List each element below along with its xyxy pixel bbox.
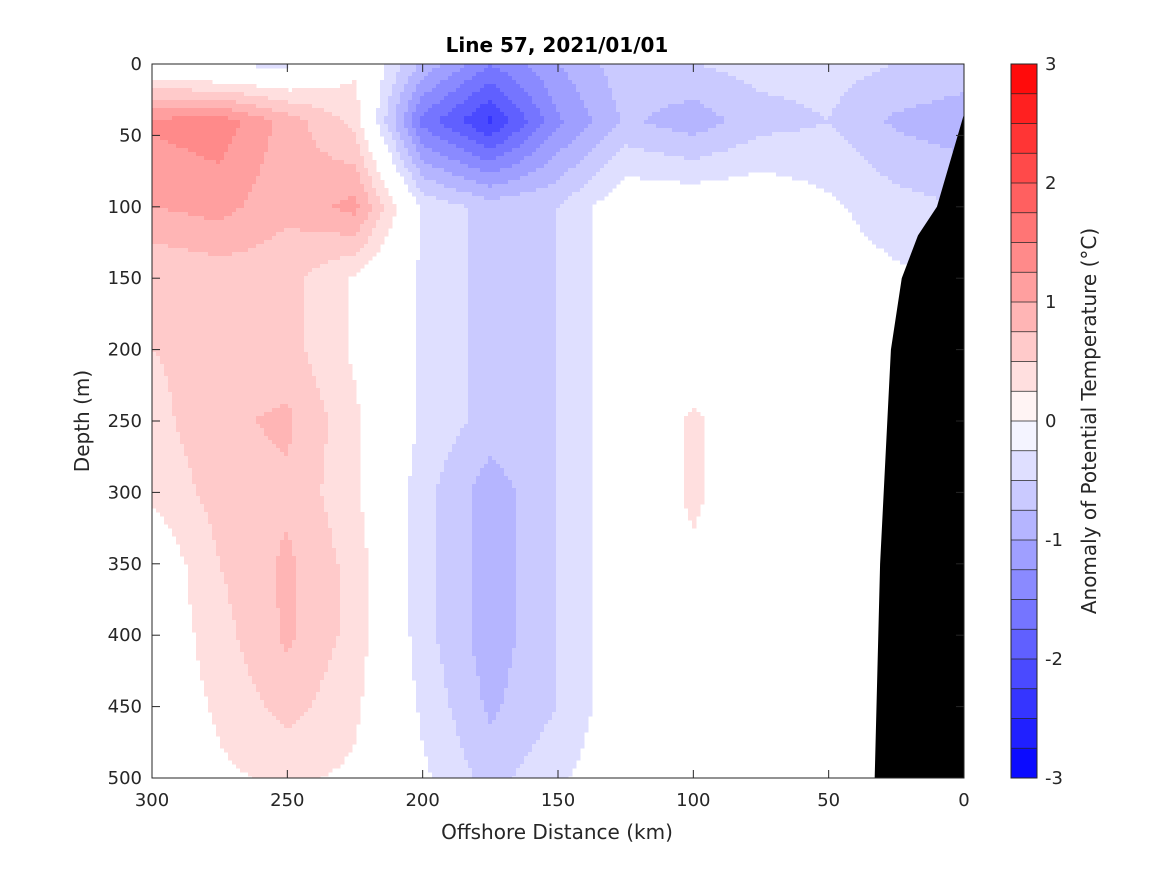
x-tick-label: 200	[405, 790, 439, 811]
colorbar-swatch	[1011, 94, 1037, 124]
colorbar-swatch	[1011, 481, 1037, 511]
colorbar-tick-label: -3	[1045, 768, 1063, 789]
colorbar-swatch	[1011, 332, 1037, 362]
colorbar-swatch	[1011, 362, 1037, 392]
x-tick-label: 300	[135, 790, 169, 811]
colorbar-swatch	[1011, 451, 1037, 481]
colorbar-swatch	[1011, 689, 1037, 719]
colorbar-swatch	[1011, 153, 1037, 183]
colorbar-swatch	[1011, 510, 1037, 540]
colorbar-label: Anomaly of Potential Temperature (°C)	[1077, 228, 1101, 614]
y-tick-label: 350	[108, 554, 142, 575]
colorbar-swatch	[1011, 213, 1037, 243]
colorbar-swatch	[1011, 64, 1037, 94]
y-tick-label: 450	[108, 697, 142, 718]
colorbar-swatch	[1011, 124, 1037, 154]
y-tick-label: 300	[108, 482, 142, 503]
x-tick-label: 100	[676, 790, 710, 811]
colorbar-tick-label: 2	[1045, 173, 1056, 194]
y-tick-label: 150	[108, 268, 142, 289]
anomaly-section-figure: Line 57, 2021/01/01 300 250 200 150 100 50 0 0…	[0, 0, 1167, 875]
colorbar-swatch	[1011, 659, 1037, 689]
x-tick-label: 250	[270, 790, 304, 811]
y-tick-label: 500	[108, 768, 142, 789]
colorbar-swatch	[1011, 421, 1037, 451]
y-tick-label: 0	[131, 54, 142, 75]
chart-title: Line 57, 2021/01/01	[446, 33, 669, 57]
y-tick-label: 100	[108, 197, 142, 218]
colorbar-tick-label: 3	[1045, 54, 1056, 75]
y-axis-label: Depth (m)	[70, 370, 94, 472]
y-tick-label: 400	[108, 625, 142, 646]
x-tick-label: 50	[817, 790, 840, 811]
y-tick-label: 200	[108, 340, 142, 361]
x-axis-label: Offshore Distance (km)	[441, 820, 673, 844]
colorbar-tick-label: -2	[1045, 649, 1063, 670]
x-tick-label: 0	[958, 790, 969, 811]
colorbar-swatch	[1011, 719, 1037, 749]
y-tick-label: 50	[119, 125, 142, 146]
colorbar-swatch	[1011, 272, 1037, 302]
y-tick-label: 250	[108, 411, 142, 432]
x-tick-label: 150	[541, 790, 575, 811]
colorbar-swatch	[1011, 391, 1037, 421]
colorbar-tick-label: -1	[1045, 530, 1063, 551]
colorbar-tick-label: 1	[1045, 292, 1056, 313]
colorbar-swatch	[1011, 629, 1037, 659]
colorbar-swatch	[1011, 183, 1037, 213]
colorbar-swatch	[1011, 748, 1037, 778]
colorbar-swatch	[1011, 600, 1037, 630]
colorbar-swatch	[1011, 540, 1037, 570]
colorbar-swatch	[1011, 570, 1037, 600]
colorbar-tick-label: 0	[1045, 411, 1056, 432]
colorbar-swatch	[1011, 243, 1037, 273]
colorbar-swatch	[1011, 302, 1037, 332]
